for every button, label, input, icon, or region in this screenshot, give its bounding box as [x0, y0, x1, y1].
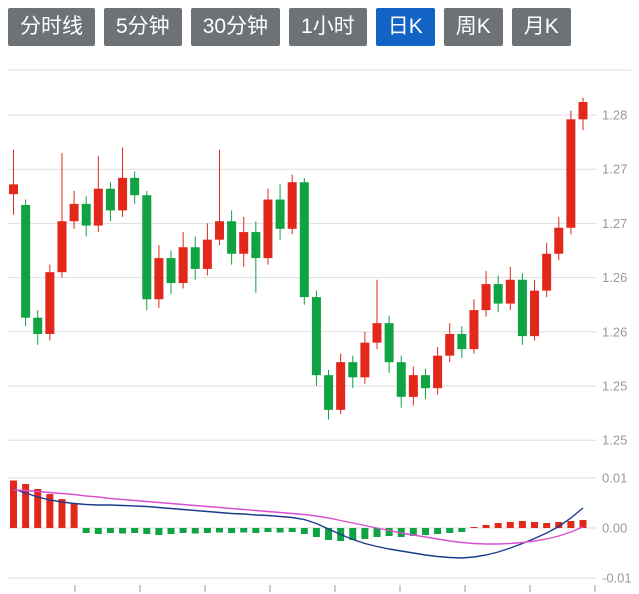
svg-text:1.25: 1.25: [602, 433, 627, 448]
tab-1hour[interactable]: 1小时: [289, 8, 367, 46]
svg-text:0.00: 0.00: [602, 521, 627, 536]
svg-text:1.28: 1.28: [602, 108, 627, 123]
tab-daily-k[interactable]: 日K: [375, 8, 435, 46]
svg-text:1.27: 1.27: [602, 216, 627, 231]
candlestick-series: [9, 97, 588, 420]
svg-text:1.26: 1.26: [602, 324, 627, 339]
svg-text:1.26: 1.26: [602, 270, 627, 285]
tab-monthly-k[interactable]: 月K: [511, 8, 571, 46]
svg-text:1.27: 1.27: [602, 162, 627, 177]
x-axis-ticks: [74, 585, 596, 592]
tab-30min[interactable]: 30分钟: [190, 8, 281, 46]
tab-weekly-k[interactable]: 周K: [443, 8, 503, 46]
tab-5min[interactable]: 5分钟: [104, 8, 182, 46]
macd-histogram: [10, 480, 587, 541]
svg-text:0.01: 0.01: [602, 471, 627, 486]
dif-line: [13, 488, 584, 559]
dea-line: [13, 489, 584, 545]
svg-text:1.25: 1.25: [602, 379, 627, 394]
macd-axis-labels: 0.01 0.00 -0.01: [602, 471, 632, 586]
timeframe-tabbar: 分时线 5分钟 30分钟 1小时 日K 周K 月K: [8, 8, 571, 46]
svg-text:-0.01: -0.01: [602, 571, 632, 586]
tab-minute-line[interactable]: 分时线: [8, 8, 95, 46]
price-axis-labels: 1.28 1.27 1.27 1.26 1.26 1.25 1.25: [602, 108, 627, 448]
